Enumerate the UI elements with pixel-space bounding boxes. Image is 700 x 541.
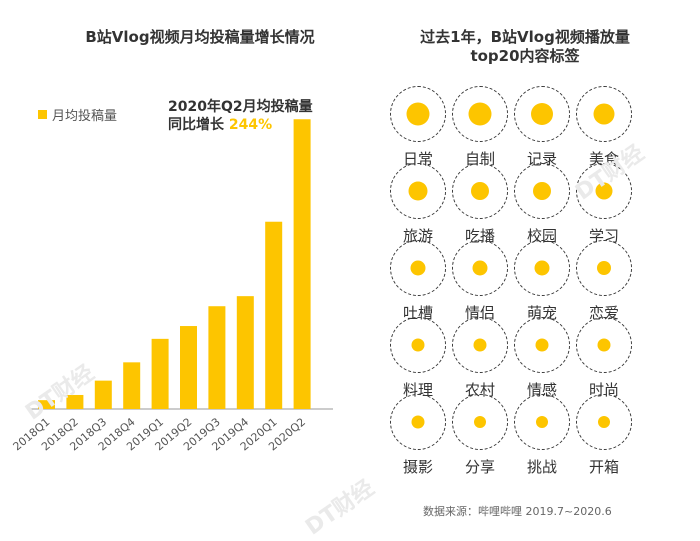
bar-2020Q2	[293, 119, 311, 409]
tag-item: 农村	[450, 317, 510, 400]
tag-circle	[514, 163, 570, 219]
tag-dot	[597, 261, 611, 275]
tag-circle	[452, 317, 508, 373]
legend-label: 月均投稿量	[52, 109, 118, 124]
tag-dot	[598, 416, 610, 428]
tag-circle	[514, 86, 570, 142]
bar-2018Q2	[66, 394, 84, 409]
tag-item: 萌宠	[512, 240, 572, 323]
tag-circle	[514, 317, 570, 373]
tag-dot	[408, 181, 428, 201]
bar-2018Q1	[38, 400, 55, 409]
tag-circle	[576, 394, 632, 450]
watermark: DT财经	[301, 475, 379, 541]
tag-item: 记录	[512, 86, 572, 169]
tag-circle	[390, 163, 446, 219]
tag-item: 日常	[388, 86, 448, 169]
tag-dot	[411, 415, 425, 429]
tag-dot	[533, 182, 551, 200]
tag-item: 摄影	[388, 394, 448, 477]
tag-circle	[514, 394, 570, 450]
tag-item: 自制	[450, 86, 510, 169]
tag-dot	[468, 102, 492, 126]
tag-item: 开箱	[574, 394, 634, 477]
tag-dot	[536, 416, 548, 428]
tag-circle	[514, 240, 570, 296]
tag-dot	[531, 103, 553, 125]
tag-dot	[595, 182, 613, 200]
tag-circle	[390, 86, 446, 142]
tag-circle	[452, 163, 508, 219]
tag-dot	[535, 338, 549, 352]
tag-circle	[576, 86, 632, 142]
tag-item: 校园	[512, 163, 572, 246]
tag-item: 吐槽	[388, 240, 448, 323]
annotation-prefix: 同比增长	[168, 117, 224, 133]
bar-2018Q4	[123, 362, 141, 409]
tag-dot	[406, 102, 430, 126]
tag-dot	[410, 260, 426, 276]
bar-2019Q2	[180, 326, 197, 409]
tag-item: 情侣	[450, 240, 510, 323]
right-panel-title: 过去1年，B站Vlog视频播放量 top20内容标签	[400, 28, 650, 66]
tag-circle	[390, 317, 446, 373]
bar-2020Q1	[265, 221, 283, 409]
tag-dot	[473, 338, 487, 352]
chart-legend: 月均投稿量	[38, 105, 117, 124]
bar-2019Q4	[236, 296, 254, 409]
tag-circle	[390, 240, 446, 296]
tag-dot	[471, 182, 489, 200]
legend-swatch	[38, 110, 47, 119]
annotation-line1: 2020年Q2月均投稿量	[168, 99, 313, 115]
tag-item: 旅游	[388, 163, 448, 246]
bar-2018Q3	[94, 380, 112, 409]
right-title-line2: top20内容标签	[470, 47, 580, 65]
tag-item: 挑战	[512, 394, 572, 477]
tag-dot	[411, 338, 425, 352]
tag-circle	[576, 163, 632, 219]
tag-circle	[576, 240, 632, 296]
bar-2019Q3	[208, 306, 226, 409]
tag-label: 摄影	[402, 458, 433, 476]
tag-dot	[534, 260, 550, 276]
annotation-percent: 244%	[228, 117, 273, 133]
tag-circle	[452, 394, 508, 450]
tag-dot	[593, 103, 615, 125]
bar-chart: 2018Q12018Q22018Q32018Q42019Q12019Q22019…	[11, 119, 333, 453]
tag-item: 吃播	[450, 163, 510, 246]
tag-item: 分享	[450, 394, 510, 477]
tag-circle	[576, 317, 632, 373]
tag-item: 情感	[512, 317, 572, 400]
tag-dot	[474, 416, 486, 428]
growth-annotation: 2020年Q2月均投稿量 同比增长 244%	[168, 98, 313, 134]
tag-item: 料理	[388, 317, 448, 400]
tag-label: 挑战	[526, 458, 557, 476]
data-source: 数据来源：哔哩哔哩 2019.7~2020.6	[423, 505, 612, 518]
tag-item: 恋爱	[574, 240, 634, 323]
tag-dot	[597, 338, 611, 352]
left-chart-title: B站Vlog视频月均投稿量增长情况	[85, 28, 315, 46]
tag-circle	[452, 240, 508, 296]
tag-label: 分享	[464, 458, 495, 476]
bar-2019Q1	[151, 338, 169, 409]
tag-circle	[452, 86, 508, 142]
tag-label: 开箱	[588, 458, 619, 476]
tag-item: 时尚	[574, 317, 634, 400]
annotation-line2: 同比增长 244%	[168, 116, 313, 134]
right-title-line1: 过去1年，B站Vlog视频播放量	[420, 28, 630, 46]
tag-circle	[390, 394, 446, 450]
tag-dot	[472, 260, 488, 276]
